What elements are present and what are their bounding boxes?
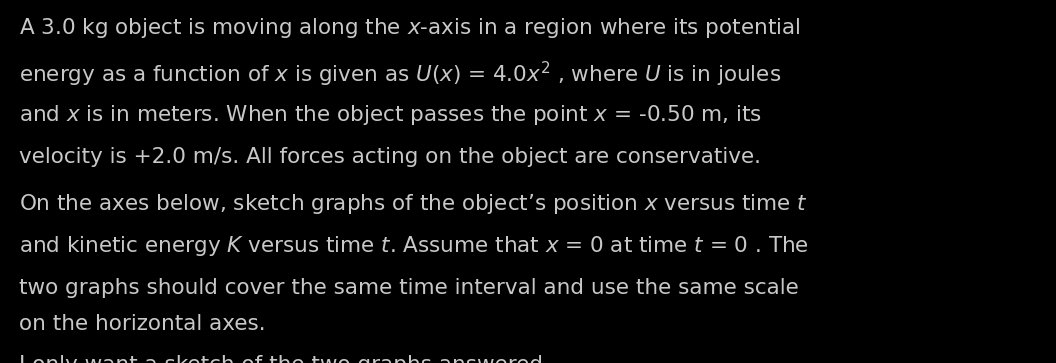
Text: and $\mathit{x}$ is in meters. When the object passes the point $\mathit{x}$ = -: and $\mathit{x}$ is in meters. When the … <box>19 103 762 127</box>
Text: on the horizontal axes.: on the horizontal axes. <box>19 314 266 334</box>
Text: On the axes below, sketch graphs of the object’s position $\mathit{x}$ versus ti: On the axes below, sketch graphs of the … <box>19 191 808 216</box>
Text: A 3.0 kg object is moving along the $\mathit{x}$-axis in a region where its pote: A 3.0 kg object is moving along the $\ma… <box>19 16 800 40</box>
Text: energy as a function of $\mathit{x}$ is given as $\mathit{U}$($\mathit{x}$) = 4.: energy as a function of $\mathit{x}$ is … <box>19 60 781 89</box>
Text: and kinetic energy $\mathit{K}$ versus time $\mathit{t}$. Assume that $\mathit{x: and kinetic energy $\mathit{K}$ versus t… <box>19 234 809 258</box>
Text: velocity is +2.0 m/s. All forces acting on the object are conservative.: velocity is +2.0 m/s. All forces acting … <box>19 147 761 167</box>
Text: I only want a sketch of the two graphs answered: I only want a sketch of the two graphs a… <box>19 355 543 363</box>
Text: two graphs should cover the same time interval and use the same scale: two graphs should cover the same time in… <box>19 278 798 298</box>
